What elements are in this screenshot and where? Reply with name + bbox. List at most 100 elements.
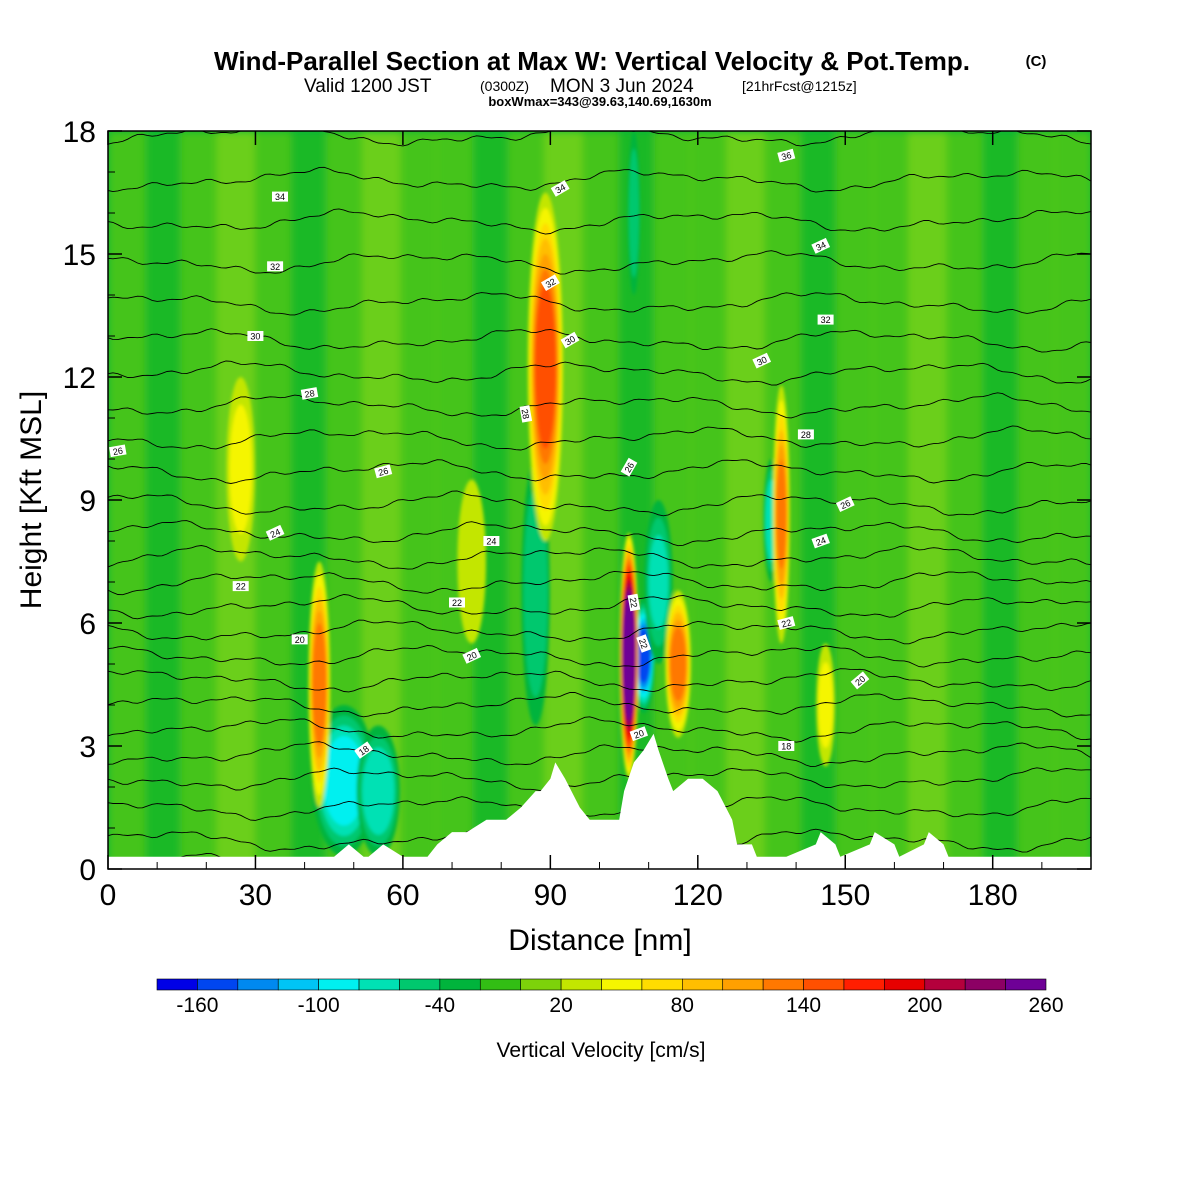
- updraft-cell: [818, 661, 834, 749]
- contour-label-text: 28: [801, 430, 811, 440]
- background-band: [872, 131, 910, 869]
- theta-contour-line: [108, 392, 1091, 419]
- updraft-cell: [776, 459, 787, 569]
- colorbar-tick-label: -160: [176, 994, 218, 1017]
- y-tick-label: 15: [63, 239, 96, 272]
- colorbar-swatch: [803, 978, 845, 991]
- updraft-cell: [670, 634, 686, 694]
- contour-label: 20: [629, 726, 649, 742]
- valid-date-text: MON 3 Jun 2024: [550, 76, 694, 97]
- background-band: [726, 131, 765, 869]
- background-texture: [108, 131, 1091, 869]
- background-band: [690, 131, 728, 869]
- contour-label-text: 26: [839, 498, 852, 511]
- contour-label-text: 20: [465, 650, 478, 663]
- updraft-cell: [623, 617, 634, 695]
- downdraft-cell: [525, 516, 546, 669]
- colorbar-tick-label: 200: [907, 994, 942, 1017]
- colorbar-swatch: [399, 978, 441, 991]
- theta-contour-line: [108, 645, 1091, 668]
- contour-label-box: [811, 533, 830, 549]
- x-axis-label: Distance [nm]: [508, 924, 691, 957]
- colorbar-swatch: [884, 978, 926, 991]
- contour-label-text: 24: [814, 535, 827, 548]
- colorbar-swatch: [924, 978, 966, 991]
- contour-label-box: [778, 741, 795, 751]
- contour-label-box: [483, 536, 500, 546]
- background-band: [144, 131, 182, 869]
- contour-label-box: [835, 496, 855, 513]
- contour-label-text: 20: [853, 674, 867, 688]
- contour-label-text: 22: [628, 597, 640, 609]
- theta-contour-line: [108, 545, 1091, 570]
- chart-subtitle: Valid 1200 JST (0300Z) MON 3 Jun 2024 [2…: [304, 76, 857, 97]
- contour-label-box: [777, 616, 796, 630]
- colorbar-tick-label: 20: [549, 994, 572, 1017]
- colorbar-swatch: [641, 978, 683, 991]
- colorbar-swatch: [601, 978, 643, 991]
- theta-contour-line: [108, 692, 1091, 718]
- contour-label: 28: [797, 429, 814, 440]
- theta-contour-line: [108, 796, 1091, 821]
- contour-label-box: [811, 237, 831, 254]
- contour-label: 24: [265, 524, 285, 541]
- contour-label: 22: [449, 597, 465, 608]
- theta-contour-line: [108, 425, 1091, 451]
- contour-label-text: 18: [357, 744, 371, 758]
- colorbar-label: Vertical Velocity [cm/s]: [497, 1039, 706, 1062]
- contour-label-box: [300, 387, 319, 400]
- colorbar: -160 -100 -40 20 80 140 200 260: [156, 978, 1064, 1017]
- contour-labels: 36 34 34 34 32 32 32 30 30 30 28 28 28 26 26 26 26 24 24 24…: [109, 148, 870, 759]
- updraft-cell: [460, 504, 483, 619]
- theta-contour-line: [108, 668, 1091, 693]
- contour-label: 30: [752, 352, 772, 369]
- contour-label-text: 24: [269, 527, 282, 540]
- contour-label-box: [817, 314, 834, 325]
- contour-label: 18: [354, 741, 374, 759]
- valid-utc-text: (0300Z): [480, 78, 529, 94]
- theta-contour-line: [108, 741, 1091, 768]
- updraft-cell: [229, 404, 252, 534]
- theta-contour-line: [108, 292, 1091, 316]
- contour-label-box: [627, 593, 641, 612]
- background-band: [581, 131, 619, 869]
- colorbar-swatch: [843, 978, 885, 991]
- contour-label-box: [272, 191, 288, 202]
- colorbar-swatch: [682, 978, 724, 991]
- colorbar-tick-label: -100: [298, 994, 340, 1017]
- colorbar-swatch: [964, 978, 1006, 991]
- contour-label: 20: [291, 634, 308, 645]
- chart-title: Wind-Parallel Section at Max W: Vertical…: [214, 46, 970, 76]
- contour-label: 24: [483, 536, 500, 547]
- contour-label-box: [374, 464, 393, 479]
- background-band: [1018, 131, 1056, 869]
- contour-label: 24: [811, 533, 830, 549]
- theta-contour-line: [108, 716, 1091, 743]
- contour-label-box: [247, 331, 264, 341]
- copyright-mark: (C): [1026, 53, 1047, 70]
- downdraft-cell: [326, 746, 362, 816]
- colorbar-swatch: [318, 978, 360, 991]
- contour-label-box: [109, 444, 127, 458]
- downdraft-cell: [648, 535, 669, 629]
- contour-label-box: [777, 148, 796, 163]
- contour-label: 22: [777, 616, 796, 630]
- y-tick-label: 6: [79, 608, 96, 641]
- colorbar-tick-label: 80: [671, 994, 694, 1017]
- contour-label-box: [850, 671, 870, 690]
- colorbar-swatch: [358, 978, 400, 991]
- contour-label-text: 28: [520, 408, 532, 420]
- contour-label-text: 34: [554, 182, 568, 196]
- theta-contour-line: [108, 459, 1091, 484]
- contour-label-text: 26: [112, 445, 124, 457]
- contour-label-box: [265, 524, 285, 541]
- contour-label: 32: [817, 314, 834, 325]
- colorbar-swatch: [197, 978, 239, 991]
- valid-time-text: Valid 1200 JST: [304, 76, 432, 97]
- forecast-tag-text: [21hrFcst@1215z]: [742, 78, 857, 94]
- contour-label: 20: [462, 647, 482, 664]
- contour-label-box: [462, 647, 482, 664]
- colorbar-tick-label: 140: [786, 994, 821, 1017]
